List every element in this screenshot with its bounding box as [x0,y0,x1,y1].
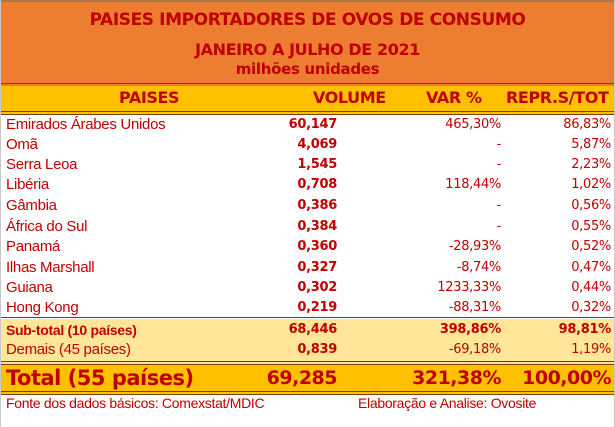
total-label: Total (55 países) [6,366,194,390]
country-name: Libéria [6,176,49,193]
var-value: 118,44% [445,177,501,192]
total-row: Total (55 países) 69,285 321,38% 100,00% [1,365,614,392]
share-value: 0,56% [571,198,611,213]
double-rule [1,361,614,365]
subtotal-label: Sub-total (10 países) [6,322,137,338]
table-row: Panamá 0,360 -28,93% 0,52% [1,237,614,257]
country-name: Ilhas Marshall [6,259,95,276]
total-var: 321,38% [412,367,501,389]
share-value: 0,47% [571,260,611,275]
data-source-note: Fonte dos dados básicos: Comexstat/MDIC [6,395,265,411]
country-name: Gâmbia [6,197,57,214]
var-value: -88,31% [448,300,501,315]
var-value: - [496,198,502,213]
header-var: VAR % [426,88,482,107]
table-row: Guiana 0,302 1233,33% 0,44% [1,278,614,298]
volume-value: 0,302 [297,280,337,295]
double-rule [1,391,614,395]
country-name: Serra Leoa [6,156,78,173]
share-value: 86,83% [563,117,611,132]
total-share: 100,00% [522,367,611,389]
var-value: 465,30% [445,117,501,132]
table-title: PAISES IMPORTADORES DE OVOS DE CONSUMO [89,10,526,30]
volume-value: 0,360 [297,239,337,254]
subtotal-row: Sub-total (10 países) 68,446 398,86% 98,… [1,320,614,340]
volume-value: 1,545 [297,157,337,172]
others-var: -69,18% [448,342,501,357]
table-row: Ilhas Marshall 0,327 -8,74% 0,47% [1,258,614,278]
country-name: Emirados Árabes Unidos [6,116,166,133]
volume-value: 0,384 [297,219,337,234]
table-row: Omã 4,069 - 5,87% [1,135,614,155]
table-row: Emirados Árabes Unidos 60,147 465,30% 86… [1,115,614,135]
others-label: Demais (45 países) [6,341,131,358]
header-share: REPR.S/TOT [506,88,609,107]
share-value: 2,23% [571,157,611,172]
others-row: Demais (45 países) 0,839 -69,18% 1,19% [1,340,614,360]
others-volume: 0,839 [297,342,337,357]
share-value: 0,55% [571,219,611,234]
table-row: Gâmbia 0,386 - 0,56% [1,196,614,216]
volume-value: 0,708 [297,177,337,192]
country-name: Guiana [6,279,53,296]
var-value: -28,93% [448,239,501,254]
country-name: Hong Kong [6,299,79,316]
subtotal-volume: 68,446 [288,322,338,337]
country-name: África do Sul [6,218,88,235]
var-value: - [496,137,502,152]
volume-value: 0,327 [297,260,337,275]
var-value: - [496,219,502,234]
table-row: Serra Leoa 1,545 - 2,23% [1,155,614,175]
subtotal-share: 98,81% [558,322,612,337]
double-rule [1,111,614,115]
table-period: JANEIRO A JULHO DE 2021 [195,40,420,59]
credit-note: Elaboração e Analise: Ovosite [358,395,537,411]
volume-value: 0,386 [297,198,337,213]
footer: Fonte dos dados básicos: Comexstat/MDIC … [1,394,614,414]
table-row: Hong Kong 0,219 -88,31% 0,32% [1,298,614,318]
var-value: 1233,33% [437,280,501,295]
subtotal-var: 398,86% [439,322,501,337]
share-value: 0,44% [571,280,611,295]
share-value: 5,87% [571,137,611,152]
subtotal-block: Sub-total (10 países) 68,446 398,86% 98,… [1,319,614,361]
header-volume: VOLUME [313,88,386,107]
share-value: 0,32% [571,300,611,315]
country-name: Omã [6,136,38,153]
volume-value: 0,219 [297,300,337,315]
share-value: 1,02% [571,177,611,192]
title-block: PAISES IMPORTADORES DE OVOS DE CONSUMO J… [1,0,614,84]
others-share: 1,19% [571,342,611,357]
header-countries: PAISES [119,88,180,107]
table-unit: milhões unidades [235,60,380,78]
country-name: Panamá [6,238,61,255]
table-row: África do Sul 0,384 - 0,55% [1,217,614,237]
var-value: - [496,157,502,172]
volume-value: 4,069 [297,137,337,152]
table-row: Libéria 0,708 118,44% 1,02% [1,175,614,195]
volume-value: 60,147 [288,117,338,132]
total-volume: 69,285 [266,367,338,389]
var-value: -8,74% [456,260,502,275]
share-value: 0,52% [571,239,611,254]
column-header-row: PAISES VOLUME VAR % REPR.S/TOT [1,86,614,112]
